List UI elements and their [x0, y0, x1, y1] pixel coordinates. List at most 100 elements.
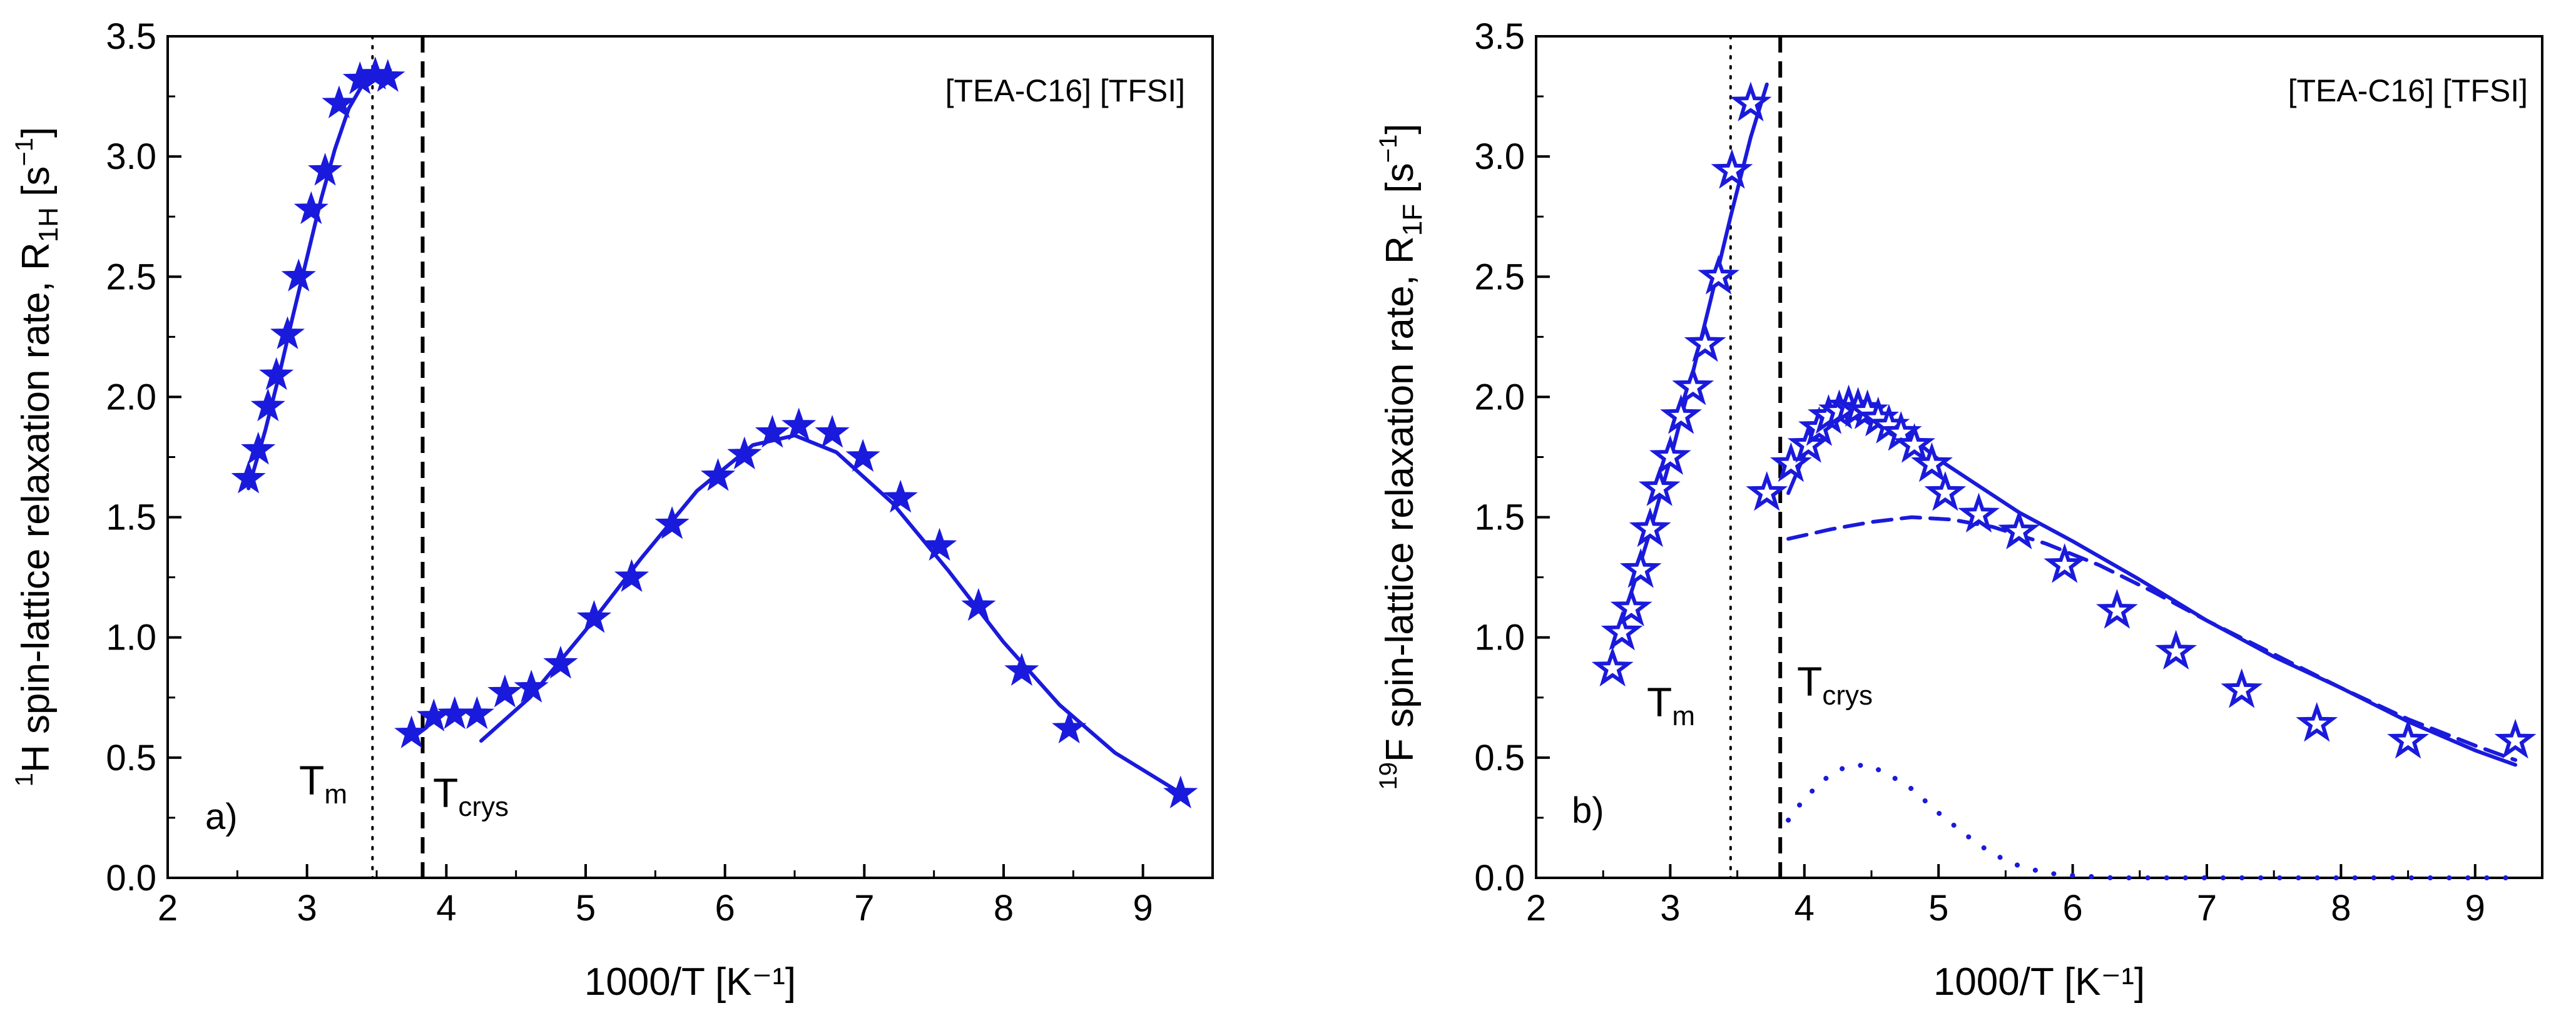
component-dotted-b — [1786, 762, 2518, 880]
y-axis-title-a: 1H spin-lattice relaxation rate, R1H [s−… — [11, 127, 64, 786]
x-tick-label-a-4: 6 — [715, 888, 735, 929]
x-tick-label-b-4: 6 — [2062, 888, 2082, 929]
y-tick-label-a-4: 2.0 — [106, 377, 156, 417]
plot-area-b — [1535, 35, 2543, 879]
y-tick-label-b-6: 3.0 — [1474, 136, 1525, 177]
y-axis-title-a-sub: 1H — [33, 207, 64, 242]
x-tick-label-b-6: 8 — [2331, 888, 2351, 929]
x-axis-title-b: 1000/T [K⁻¹] — [1933, 960, 2145, 1004]
data-point-b-0 — [1597, 653, 1628, 682]
sample-label-a: [TEA-C16] [TFSI] — [945, 73, 1185, 108]
ticks-b: 2 3 4 5 6 7 8 9 0.0 0.5 1.0 1.5 2.0 2.5 3.0 3.5 — [1474, 16, 2543, 929]
data-point-a-16 — [489, 676, 521, 707]
x-tick-label-a-6: 8 — [994, 888, 1014, 929]
x-tick-label-b-7: 9 — [2465, 888, 2485, 929]
y-axis-title-a-unit-close: ] — [14, 127, 58, 138]
panel-label-a: a) — [205, 797, 238, 837]
tcrys-label-b-sub: crys — [1822, 680, 1873, 711]
component-dashed-b — [1786, 515, 2518, 762]
y-axis-title-b-sub: 1F — [1397, 204, 1428, 236]
y-tick-label-a-6: 3.0 — [106, 136, 156, 177]
y-tick-label-a-2: 1.0 — [106, 618, 156, 658]
x-axis-title-a: 1000/T [K⁻¹] — [584, 960, 796, 1004]
y-tick-label-a-5: 2.5 — [106, 257, 156, 297]
tm-label-a: Tm — [299, 757, 347, 810]
panel-b-chart: 2 3 4 5 6 7 8 9 0.0 0.5 1.0 1.5 2.0 2.5 3.0 3.5 [TEA-C1… — [1375, 16, 2543, 1004]
data-point-a-32 — [1053, 711, 1086, 743]
tcrys-label-a-main: T — [433, 770, 458, 816]
data-point-b-3 — [1626, 554, 1656, 583]
data-point-b-9 — [1689, 328, 1720, 357]
ticks-a: 2 3 4 5 6 7 8 9 0.0 0.5 1.0 1.5 2.0 2.5 3.0 3.5 — [106, 16, 1214, 929]
y-tick-label-b-4: 2.0 — [1474, 377, 1525, 417]
data-point-b-6 — [1655, 441, 1686, 471]
y-tick-label-a-3: 1.5 — [106, 497, 156, 538]
reference-lines-a — [371, 35, 425, 879]
fit-liquid-a — [247, 70, 390, 491]
tcrys-label-a-sub: crys — [458, 791, 509, 822]
y-tick-label-b-0: 0.0 — [1474, 858, 1525, 898]
y-axis-title-b-sup: 19 — [1375, 762, 1402, 790]
y-axis-title-b: 19F spin-lattice relaxation rate, R1F [s… — [1375, 124, 1428, 790]
data-point-b-34 — [2301, 708, 2332, 737]
y-axis-title-a-main: H spin-lattice relaxation rate, R — [14, 242, 58, 773]
data-point-a-26 — [816, 416, 848, 447]
tm-label-a-sub: m — [324, 779, 347, 810]
tm-label-b-main: T — [1647, 679, 1672, 725]
y-axis-title-b-unit-close: ] — [1378, 124, 1422, 135]
data-point-b-12 — [1735, 88, 1766, 117]
data-point-b-27 — [1930, 477, 1960, 506]
fit-solid-total-b — [1786, 404, 2518, 767]
y-tick-label-b-5: 2.5 — [1474, 257, 1525, 297]
y-tick-label-b-7: 3.5 — [1474, 16, 1525, 57]
data-point-b-35 — [2393, 725, 2423, 754]
y-axis-title-a-sup: 1 — [11, 773, 38, 786]
data-point-b-31 — [2102, 594, 2132, 624]
tm-label-b-sub: m — [1672, 701, 1695, 731]
x-tick-label-a-1: 3 — [297, 888, 317, 929]
x-tick-label-a-3: 5 — [576, 888, 596, 929]
x-tick-label-a-2: 4 — [436, 888, 456, 929]
y-axis-title-b-unit-sup: −1 — [1375, 135, 1402, 163]
x-tick-label-b-1: 3 — [1660, 888, 1680, 929]
y-axis-title-b-unit: [s — [1378, 163, 1422, 203]
data-point-b-8 — [1677, 371, 1708, 400]
y-tick-label-a-0: 0.0 — [106, 858, 156, 898]
y-tick-label-a-7: 3.5 — [106, 16, 156, 57]
data-point-b-30 — [2049, 549, 2080, 578]
y-tick-label-a-1: 0.5 — [106, 738, 156, 778]
data-point-b-11 — [1716, 155, 1747, 184]
series-a — [232, 58, 1197, 808]
x-tick-label-a-7: 9 — [1133, 888, 1153, 929]
x-tick-label-b-5: 7 — [2197, 888, 2217, 929]
x-tick-label-a-0: 2 — [158, 888, 178, 929]
data-point-a-25 — [783, 409, 815, 440]
series-b — [1597, 82, 2531, 880]
data-point-b-10 — [1703, 260, 1734, 290]
tcrys-label-a: Tcrys — [433, 770, 509, 822]
data-point-a-15 — [461, 697, 493, 728]
panel-label-b: b) — [1572, 790, 1604, 831]
data-point-a-28 — [884, 481, 917, 512]
y-tick-label-b-3: 1.5 — [1474, 497, 1525, 538]
y-axis-title-a-unit-sup: −1 — [11, 138, 38, 166]
x-tick-label-b-0: 2 — [1526, 888, 1546, 929]
data-point-b-4 — [1635, 513, 1666, 542]
data-point-b-5 — [1644, 472, 1675, 502]
y-axis-title-a-unit: [s — [14, 166, 58, 207]
tcrys-label-b: Tcrys — [1797, 658, 1873, 711]
reference-lines-b — [1729, 35, 1783, 879]
data-point-a-29 — [923, 529, 956, 560]
x-tick-label-b-3: 5 — [1928, 888, 1948, 929]
y-tick-label-b-2: 1.0 — [1474, 618, 1525, 658]
panel-a-chart: 2 3 4 5 6 7 8 9 0.0 0.5 1.0 1.5 2.0 2.5 3.0 3.5 [TEA-C1… — [11, 16, 1214, 1004]
data-point-a-8 — [323, 86, 355, 118]
data-point-b-32 — [2161, 636, 2191, 665]
y-axis-title-b-main: F spin-lattice relaxation rate, R — [1378, 236, 1422, 762]
tm-label-a-main: T — [299, 757, 324, 803]
data-point-b-36 — [2500, 725, 2530, 754]
data-point-b-33 — [2226, 674, 2257, 703]
data-point-b-13 — [1751, 477, 1782, 506]
data-point-a-31 — [1005, 654, 1038, 685]
